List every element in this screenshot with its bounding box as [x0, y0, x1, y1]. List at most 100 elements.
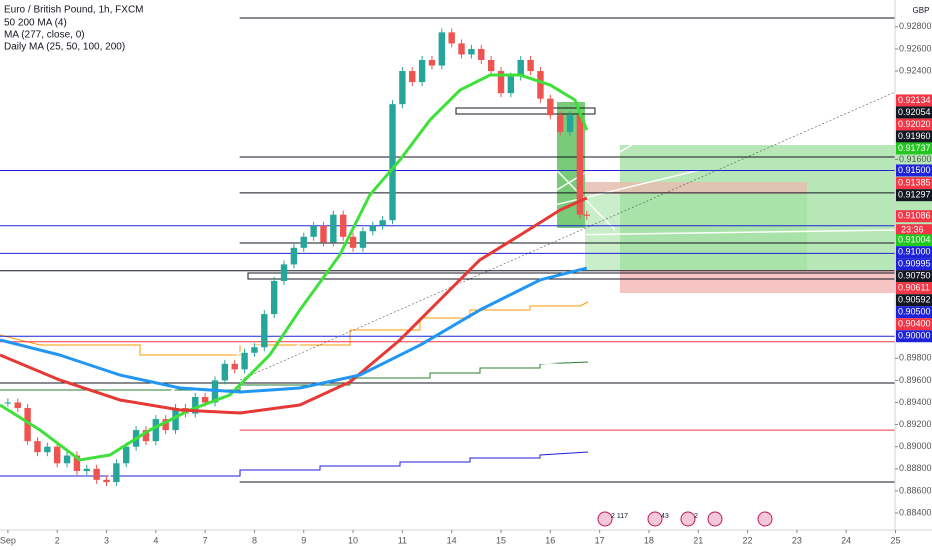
candle [497, 71, 505, 94]
inner-stop-zone [585, 182, 807, 194]
candle [418, 59, 426, 83]
x-tick-label: 18 [644, 535, 654, 545]
price-label: 0.91737 [898, 143, 931, 153]
daily-ma-green [0, 361, 589, 391]
candle [83, 468, 90, 472]
y-tick-label: 0.89800 [899, 353, 932, 363]
price-label: 0.90592 [898, 295, 931, 305]
y-tick-label: 0.89200 [899, 419, 932, 429]
price-label: 0.90400 [898, 319, 931, 329]
candle [359, 231, 367, 248]
event-count: 2 [694, 513, 698, 520]
price-label: 0.91500 [898, 165, 931, 175]
x-tick-label: 7 [203, 535, 208, 545]
plot [0, 17, 895, 487]
y-tick-label: 0.89400 [899, 397, 932, 407]
x-tick-label: 4 [153, 535, 158, 545]
price-label: 0.91960 [898, 131, 931, 141]
trend-line [99, 239, 361, 486]
price-label-bg [896, 294, 932, 307]
candle [409, 71, 416, 83]
price-label-bg [896, 189, 932, 202]
price-label-bg [896, 234, 932, 247]
candle [487, 59, 495, 72]
candle [583, 214, 591, 216]
event-icon [680, 511, 696, 527]
candle [330, 214, 337, 243]
price-label: 0.90611 [898, 283, 930, 293]
x-tick-label: 3 [104, 535, 109, 545]
candle [340, 214, 347, 237]
candle [349, 236, 357, 248]
countdown: 23:36 [901, 225, 924, 235]
x-tick-label: 8 [252, 535, 257, 545]
candle [4, 402, 12, 404]
candle [270, 280, 278, 315]
x-tick-label: 10 [348, 535, 358, 545]
currency: GBP [913, 6, 930, 15]
price-label-bg [896, 177, 932, 190]
trend-line [159, 169, 701, 301]
price-label-bg [896, 330, 932, 343]
range-box [455, 107, 596, 115]
x-tick-label: 24 [841, 535, 851, 545]
x-tick-label: 22 [743, 535, 753, 545]
price-label: 0.92054 [898, 107, 931, 117]
candle [192, 396, 199, 414]
candle [547, 98, 554, 116]
price-label: 0.90500 [898, 307, 931, 317]
ma-line [0, 266, 588, 394]
candle [113, 463, 120, 483]
trend-line [0, 329, 896, 386]
y-tick-label: 0.92400 [899, 65, 932, 75]
candle [566, 115, 574, 132]
price-label: 0.90000 [898, 331, 931, 341]
candle [34, 441, 41, 453]
candle [280, 264, 288, 281]
candle [438, 32, 446, 66]
trend-line [239, 139, 641, 381]
price-label: 0.91086 [898, 211, 931, 221]
y-tick-label: 0.92600 [899, 43, 932, 53]
event-count: 43 [661, 513, 669, 520]
candle [231, 363, 238, 370]
candle [251, 347, 258, 353]
candle [537, 71, 544, 99]
candle [221, 363, 229, 381]
candle [556, 115, 564, 132]
candle [428, 59, 436, 66]
price-label: 0.91297 [898, 190, 931, 200]
candle [53, 446, 61, 464]
candle [576, 115, 584, 215]
candle [478, 48, 485, 60]
candle [468, 48, 475, 55]
indicator: Daily MA (25, 50, 100, 200) [4, 42, 125, 53]
price-label-bg [896, 246, 932, 259]
event-count: 2 117 [611, 513, 628, 520]
candle [152, 419, 160, 442]
candle [44, 446, 51, 453]
chart-title: Euro / British Pound, 1h, FXCM [4, 5, 144, 16]
y-tick-label: 0.92800 [899, 21, 932, 31]
y-tick-label: 0.88400 [899, 507, 932, 517]
price-label: 0.92020 [898, 119, 931, 129]
trend-line [379, 39, 461, 171]
candle [300, 236, 307, 248]
trend-line [39, 359, 231, 461]
x-tick-label: 16 [545, 535, 555, 545]
y-tick-label: 0.89600 [899, 375, 932, 385]
price-label: 0.90995 [898, 259, 931, 269]
x-tick-label: 14 [447, 535, 457, 545]
x-tick-label: 21 [693, 535, 703, 545]
price-label-bg [896, 258, 932, 271]
price-label-bg [896, 142, 932, 155]
candle [527, 59, 534, 72]
price-label-bg [896, 130, 932, 143]
candle [369, 225, 376, 232]
x-tick-label: 25 [890, 535, 900, 545]
candle [201, 396, 209, 403]
candle [73, 455, 81, 472]
countdown-bg [896, 224, 932, 237]
candle [507, 76, 515, 94]
